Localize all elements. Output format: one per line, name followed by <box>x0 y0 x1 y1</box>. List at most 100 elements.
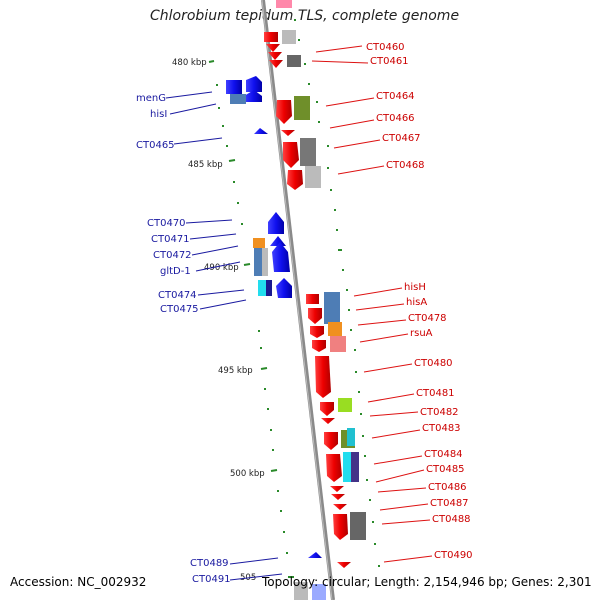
gene-feature[interactable] <box>269 60 283 68</box>
label-leaders-right <box>311 45 433 563</box>
ruler-ticks-right <box>294 19 380 567</box>
gene-category-box <box>266 280 272 296</box>
gene-feature[interactable] <box>276 0 292 8</box>
gene-label-CT0471[interactable]: CT0471 <box>151 234 190 245</box>
gene-feature[interactable] <box>268 52 282 60</box>
gene-category-box <box>328 322 342 336</box>
gene-category-box <box>324 292 340 324</box>
forward-category-boxes <box>282 30 366 540</box>
gene-category-box <box>300 138 316 166</box>
gene-feature[interactable] <box>312 340 326 352</box>
gene-feature[interactable] <box>310 326 324 338</box>
ruler-label-500: 500 kbp <box>230 469 265 479</box>
map-title-text: Chlorobium tepidum TLS, complete genome <box>150 8 460 24</box>
gene-feature[interactable] <box>283 142 299 168</box>
ruler-label-485: 485 kbp <box>188 160 223 170</box>
gene-label-rsuA[interactable]: rsuA <box>410 328 433 339</box>
gene-category-box <box>347 428 355 446</box>
gene-category-box <box>305 166 321 188</box>
ruler-label-495: 495 kbp <box>218 366 253 376</box>
gene-label-CT0488[interactable]: CT0488 <box>432 514 471 525</box>
gene-label-CT0483[interactable]: CT0483 <box>422 423 461 434</box>
gene-feature[interactable] <box>308 552 322 558</box>
ruler-label-480: 480 kbp <box>172 58 207 68</box>
forward-strand-genes[interactable] <box>264 0 351 568</box>
label-leaders-left <box>165 91 283 581</box>
gene-category-box <box>350 512 366 540</box>
gene-category-box <box>312 584 326 600</box>
gene-label-CT0467[interactable]: CT0467 <box>382 133 421 144</box>
gene-label-CT0468[interactable]: CT0468 <box>386 160 425 171</box>
gene-feature[interactable] <box>264 32 278 42</box>
ruler-label-490: 490 kbp <box>204 263 239 273</box>
gene-label-CT0490[interactable]: CT0490 <box>434 550 473 561</box>
topology-text: Topology: circular; Length: 2,154,946 bp… <box>262 575 592 589</box>
gene-feature[interactable] <box>320 402 334 416</box>
genome-backbone <box>261 0 335 600</box>
gene-feature[interactable] <box>330 486 344 492</box>
gene-label-hisI[interactable]: hisI <box>150 109 167 120</box>
gene-feature[interactable] <box>268 222 284 234</box>
gene-feature[interactable] <box>254 128 268 134</box>
gene-feature[interactable] <box>333 504 347 510</box>
gene-feature[interactable] <box>226 80 242 94</box>
gene-category-box <box>230 94 246 104</box>
gene-label-CT0465[interactable]: CT0465 <box>136 140 175 151</box>
gene-category-box <box>287 55 301 67</box>
gene-category-box <box>351 452 359 482</box>
gene-category-box <box>294 96 310 120</box>
reverse-strand-genes[interactable] <box>226 76 322 558</box>
gene-label-CT0464[interactable]: CT0464 <box>376 91 415 102</box>
gene-feature[interactable] <box>276 278 292 298</box>
gene-feature[interactable] <box>276 100 292 124</box>
gene-label-CT0486[interactable]: CT0486 <box>428 482 467 493</box>
gene-category-box <box>294 582 308 600</box>
gene-feature[interactable] <box>337 562 351 568</box>
gene-label-CT0484[interactable]: CT0484 <box>424 449 463 460</box>
gene-feature[interactable] <box>287 170 303 190</box>
gene-feature[interactable] <box>333 514 348 540</box>
gene-feature[interactable] <box>272 242 290 272</box>
gene-feature[interactable] <box>246 76 262 92</box>
genome-backbone-highlight <box>261 0 333 600</box>
gene-feature[interactable] <box>308 308 322 324</box>
gene-label-CT0485[interactable]: CT0485 <box>426 464 465 475</box>
gene-feature[interactable] <box>331 494 345 500</box>
gene-category-box <box>258 280 268 296</box>
gene-label-CT0472[interactable]: CT0472 <box>153 250 192 261</box>
gene-label-CT0470[interactable]: CT0470 <box>147 218 186 229</box>
gene-feature[interactable] <box>270 236 286 246</box>
accession-text: Accession: NC_002932 <box>10 575 147 589</box>
gene-label-CT0478[interactable]: CT0478 <box>408 313 447 324</box>
gene-label-menG[interactable]: menG <box>136 93 166 104</box>
gene-label-CT0481[interactable]: CT0481 <box>416 388 455 399</box>
gene-category-box <box>262 248 268 276</box>
gene-feature[interactable] <box>266 44 280 52</box>
gene-label-CT0460[interactable]: CT0460 <box>366 42 405 53</box>
gene-label-gltD-1[interactable]: gltD-1 <box>160 266 191 277</box>
gene-label-CT0491[interactable]: CT0491 <box>192 574 231 585</box>
gene-label-hisH[interactable]: hisH <box>404 282 426 293</box>
gene-label-CT0480[interactable]: CT0480 <box>414 358 453 369</box>
ruler-ticks-left <box>208 60 294 578</box>
gene-label-CT0489[interactable]: CT0489 <box>190 558 229 569</box>
gene-feature[interactable] <box>306 294 319 304</box>
gene-label-CT0487[interactable]: CT0487 <box>430 498 469 509</box>
gene-category-box <box>282 30 296 44</box>
gene-feature[interactable] <box>244 90 262 102</box>
gene-label-CT0475[interactable]: CT0475 <box>160 304 199 315</box>
reverse-category-boxes <box>230 94 326 600</box>
gene-feature[interactable] <box>315 356 331 398</box>
gene-feature[interactable] <box>326 454 342 482</box>
gene-label-CT0461[interactable]: CT0461 <box>370 56 409 67</box>
gene-label-hisA[interactable]: hisA <box>406 297 427 308</box>
gene-feature[interactable] <box>321 418 335 424</box>
gene-feature[interactable] <box>281 130 295 136</box>
gene-label-CT0466[interactable]: CT0466 <box>376 113 415 124</box>
gene-feature[interactable] <box>268 212 284 222</box>
gene-label-CT0482[interactable]: CT0482 <box>420 407 459 418</box>
gene-feature[interactable] <box>324 432 338 450</box>
gene-label-CT0474[interactable]: CT0474 <box>158 290 197 301</box>
gene-category-box <box>338 398 352 412</box>
